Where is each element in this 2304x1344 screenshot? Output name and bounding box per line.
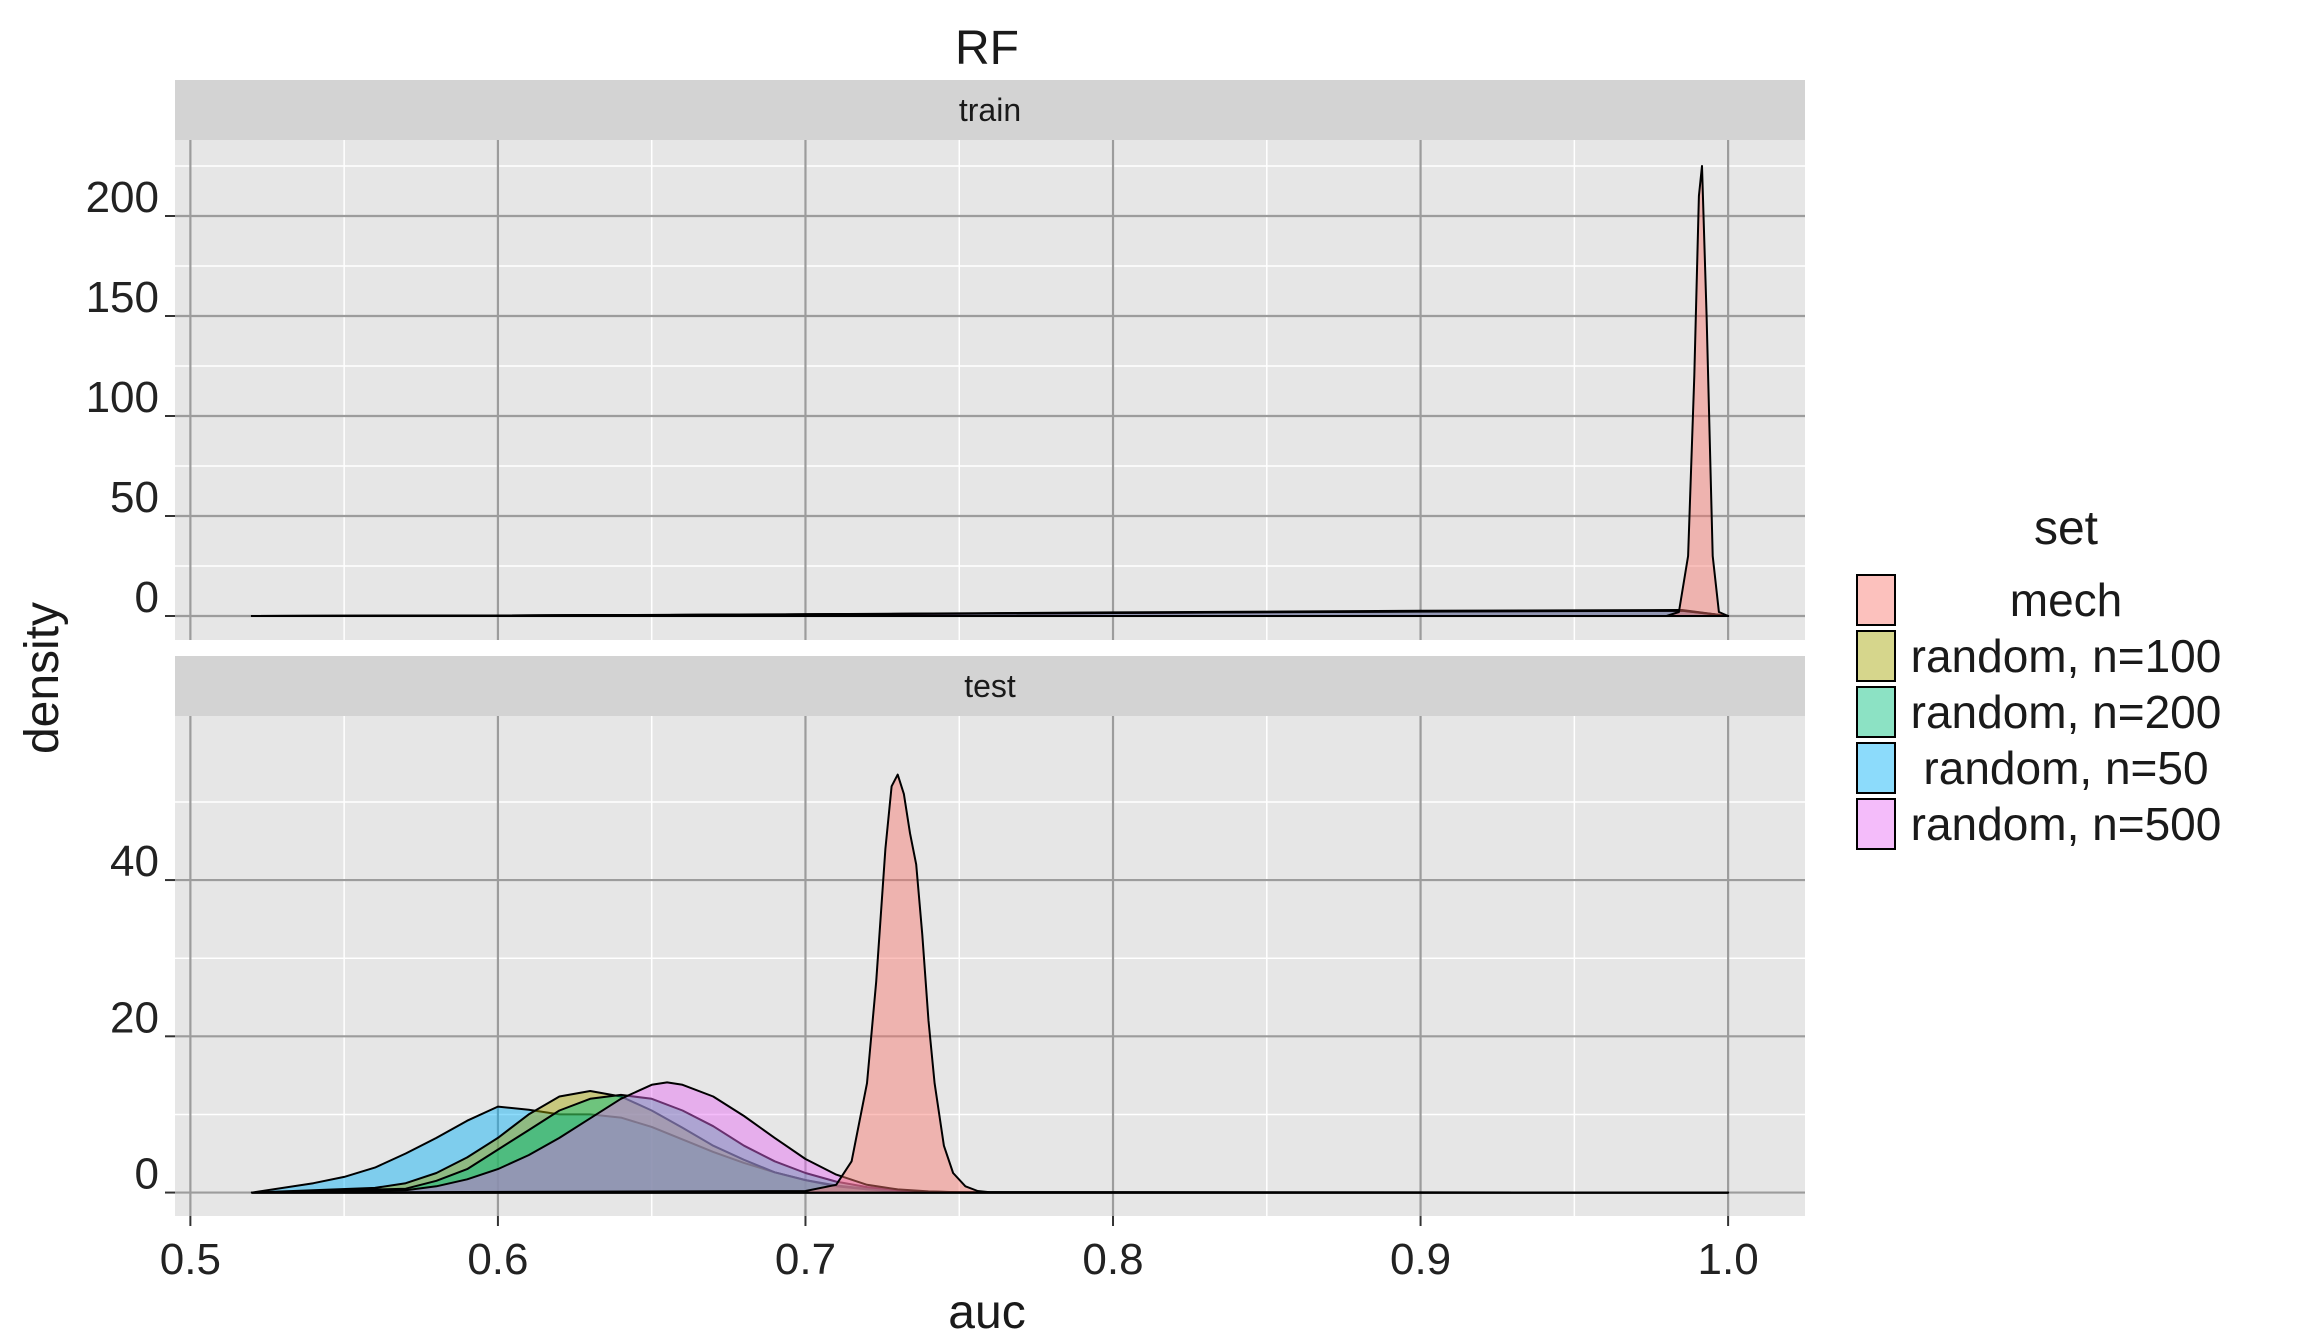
y-tick-label: 200 — [86, 173, 159, 222]
x-tick-label: 1.0 — [1698, 1235, 1759, 1284]
legend-key-bg — [1856, 686, 1896, 738]
legend-label-random-n-50: random, n=50 — [1923, 742, 2208, 794]
x-tick-label: 0.6 — [467, 1235, 528, 1284]
panel-background — [175, 140, 1805, 640]
y-axis-title: density — [16, 602, 69, 754]
legend-key-mech — [1856, 574, 1896, 626]
x-axis-title: auc — [948, 1286, 1025, 1339]
strip-train — [175, 80, 1805, 140]
legend-key-bg — [1856, 742, 1896, 794]
y-tick-label: 20 — [110, 993, 159, 1042]
strip-label-train: train — [959, 92, 1021, 128]
chart-title: RF — [955, 22, 1019, 75]
legend-key-bg — [1856, 798, 1896, 850]
y-tick-label: 0 — [135, 573, 159, 622]
legend-key-bg — [1856, 630, 1896, 682]
y-tick-label: 0 — [135, 1150, 159, 1199]
density-random-n-500-test — [250, 1081, 1730, 1194]
y-tick-label: 40 — [110, 837, 159, 886]
strip-label-test: test — [964, 668, 1016, 704]
legend-key-random-n-200 — [1856, 686, 1896, 738]
y-tick-label: 150 — [86, 273, 159, 322]
legend-key-random-n-50 — [1856, 742, 1896, 794]
legend-label-random-n-100: random, n=100 — [1911, 630, 2222, 682]
legend-title: set — [2034, 502, 2098, 555]
x-tick-label: 0.7 — [775, 1235, 836, 1284]
legend-key-random-n-100 — [1856, 630, 1896, 682]
density-mech-test — [250, 773, 1730, 1194]
y-tick-label: 100 — [86, 373, 159, 422]
panel-background — [175, 716, 1805, 1216]
legend-key-random-n-500 — [1856, 798, 1896, 850]
facet-panels: train 0 50 100 150 200 test 0 20 40 0.5 0.6 0.7 0.8 0.… — [86, 80, 1805, 1284]
panel-test: test 0 20 40 0.5 0.6 0.7 0.8 0.9 1.0 — [110, 656, 1805, 1284]
y-tick-label: 50 — [110, 473, 159, 522]
strip-test — [175, 656, 1805, 716]
x-tick-label: 0.9 — [1390, 1235, 1451, 1284]
density-mech-train — [250, 165, 1730, 617]
legend-label-mech: mech — [2010, 574, 2122, 626]
legend-label-random-n-200: random, n=200 — [1911, 686, 2222, 738]
panel-train: train 0 50 100 150 200 — [86, 80, 1805, 640]
legend-key-bg — [1856, 574, 1896, 626]
legend-label-random-n-500: random, n=500 — [1911, 798, 2222, 850]
x-tick-label: 0.8 — [1082, 1235, 1143, 1284]
x-tick-label: 0.5 — [160, 1235, 221, 1284]
